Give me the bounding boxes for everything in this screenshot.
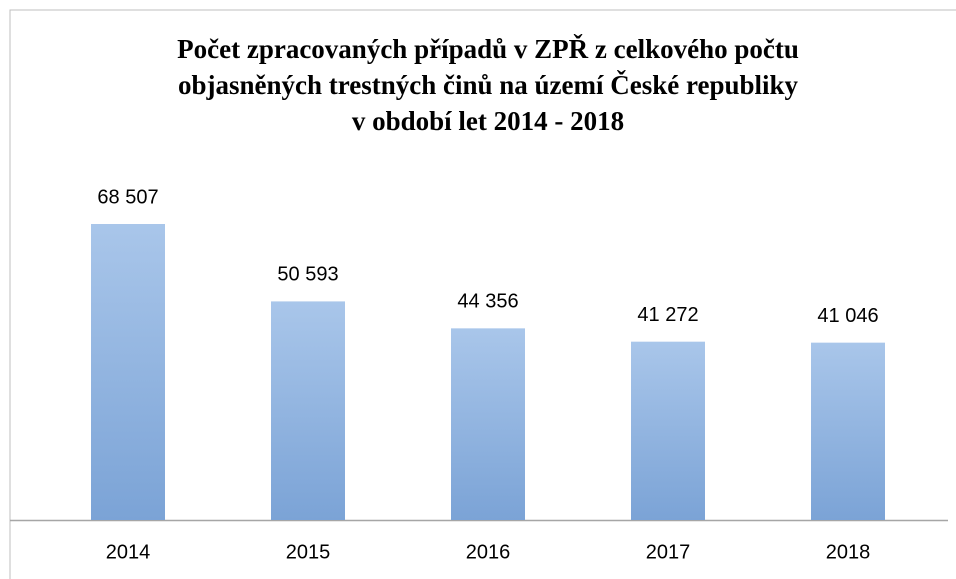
bar: [271, 301, 345, 520]
bar: [91, 224, 165, 520]
bar: [631, 341, 705, 520]
bar: [451, 328, 525, 520]
data-label: 50 593: [277, 264, 338, 286]
chart-title: Počet zpracovaných případů v ZPŘ z celko…: [177, 34, 799, 64]
data-label: 41 046: [817, 305, 878, 327]
data-label: 44 356: [457, 291, 518, 313]
x-tick-label: 2016: [466, 541, 511, 563]
chart-title: objasněných trestných činů na území Česk…: [178, 70, 799, 100]
x-tick-label: 2018: [826, 541, 871, 563]
bar: [811, 342, 885, 520]
chart-title: v období let 2014 - 2018: [352, 106, 624, 136]
x-tick-label: 2014: [106, 541, 151, 563]
data-label: 41 272: [637, 304, 698, 326]
x-tick-label: 2015: [286, 541, 331, 563]
chart-border: [9, 9, 956, 579]
data-label: 68 507: [97, 186, 158, 208]
x-tick-label: 2017: [646, 541, 691, 563]
